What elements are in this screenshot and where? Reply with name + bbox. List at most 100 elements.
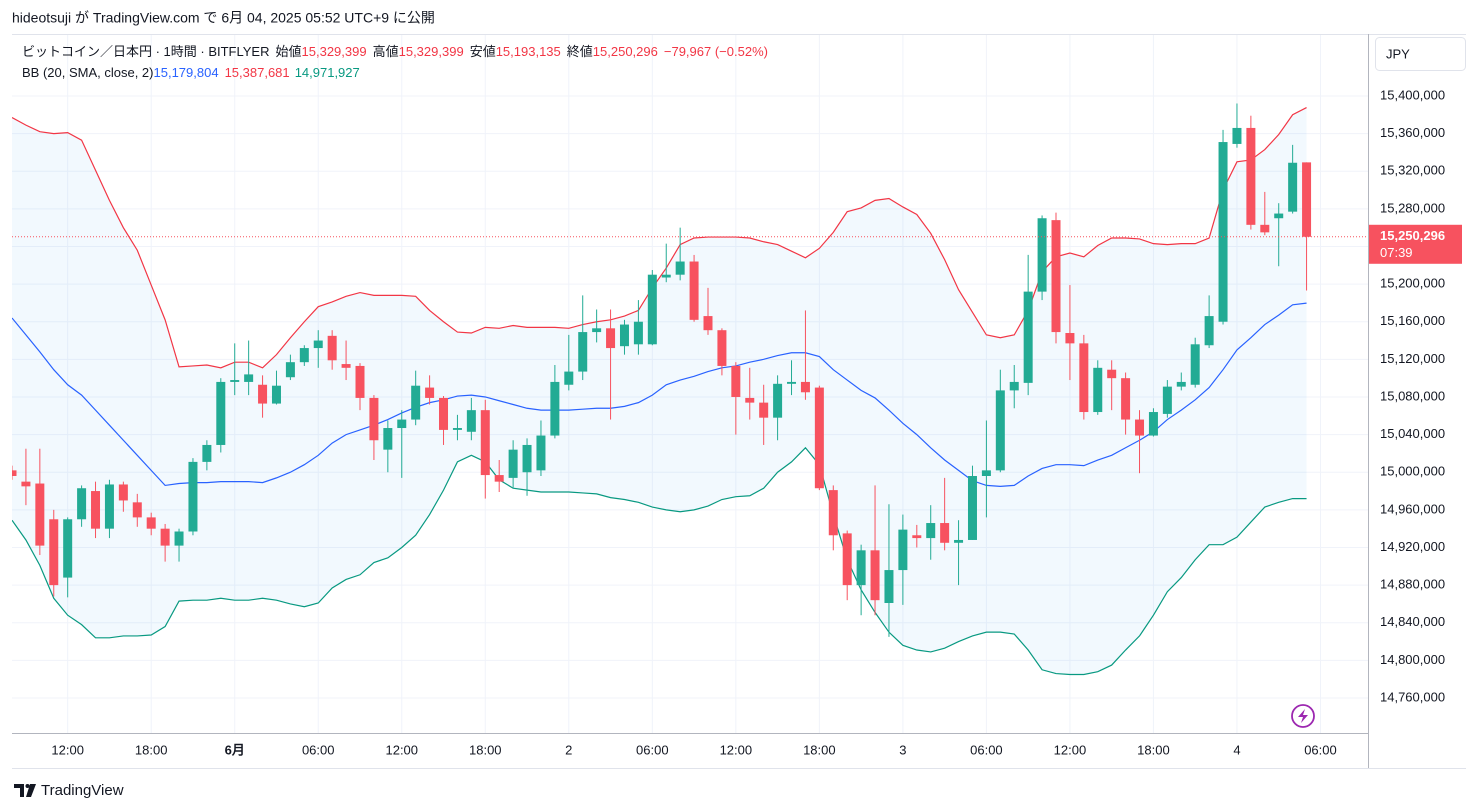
candle-body [578, 332, 588, 372]
currency-button[interactable] [1375, 37, 1466, 71]
legend-item: 15,329,399 [302, 44, 367, 59]
candle-body [244, 374, 254, 382]
legend-item: 15,179,804 [154, 65, 219, 80]
candle-body [216, 381, 226, 445]
candle-body [160, 528, 170, 546]
candle-body [35, 483, 45, 546]
y-tick-label: 15,000,000 [1380, 464, 1445, 479]
candle-body [814, 387, 824, 489]
y-tick-label: 14,960,000 [1380, 501, 1445, 516]
x-tick-label: 18:00 [135, 742, 168, 757]
y-tick-label: 14,920,000 [1380, 539, 1445, 554]
y-tick-label: 15,080,000 [1380, 388, 1445, 403]
y-tick-label: 14,880,000 [1380, 577, 1445, 592]
candle-body [327, 335, 337, 361]
candle-body [633, 321, 643, 345]
y-tick-label: 15,040,000 [1380, 426, 1445, 441]
candle-body [856, 550, 866, 586]
candle-body [1079, 343, 1089, 413]
candle-body [759, 402, 769, 418]
candle-body [202, 444, 212, 462]
candle-body [661, 274, 671, 278]
candle-body [174, 531, 184, 546]
band-basis-line [12, 302, 1307, 487]
candle-body [383, 428, 393, 450]
tradingview-logo: TradingView [14, 782, 124, 799]
candle-body [1121, 378, 1131, 420]
candle-body [77, 488, 87, 520]
candle-body [425, 387, 435, 398]
candle-body [466, 410, 476, 432]
candle-body [1176, 381, 1186, 387]
x-tick-label: 06:00 [970, 742, 1003, 757]
candle-body [104, 484, 114, 529]
x-tick-label: 18:00 [469, 742, 502, 757]
candle-body [926, 523, 936, 539]
lightning-button[interactable] [1291, 704, 1315, 728]
candle-body [411, 385, 421, 420]
candle-body [1009, 381, 1019, 391]
y-tick-label: 15,120,000 [1380, 351, 1445, 366]
candle-body [230, 380, 240, 382]
candle-body [898, 529, 908, 571]
currency-label[interactable]: JPY [1386, 46, 1410, 61]
grid [12, 35, 1368, 733]
y-tick-label: 15,280,000 [1380, 200, 1445, 215]
legend-item: 15,193,135 [496, 44, 561, 59]
candle-body [439, 397, 449, 430]
y-tick-label: 14,800,000 [1380, 652, 1445, 667]
candle-body [146, 517, 156, 529]
candle-body [1302, 162, 1312, 237]
legend-item: 14,971,927 [295, 65, 360, 80]
legend-item: 15,387,681 [225, 65, 290, 80]
plot-area [12, 103, 1368, 676]
y-tick-label: 14,760,000 [1380, 689, 1445, 704]
y-tick-label: 15,160,000 [1380, 313, 1445, 328]
candle-body [954, 539, 964, 543]
x-tick-label: 3 [899, 742, 906, 757]
candle-body [717, 330, 727, 366]
candle-body [118, 484, 128, 501]
legend-item: 15,250,296 [593, 44, 658, 59]
logo-v [26, 784, 36, 797]
x-tick-label: 6月 [225, 742, 245, 757]
legend-item: 安値 [470, 44, 496, 59]
candle-body [49, 519, 59, 586]
y-tick-label: 15,320,000 [1380, 163, 1445, 178]
candle-body [1232, 127, 1242, 144]
candle-body [1190, 344, 1200, 385]
x-tick-label: 12:00 [1054, 742, 1087, 757]
candle-body [188, 461, 198, 532]
last-price-box [1369, 224, 1462, 264]
candle-body [21, 481, 31, 487]
candle-body [1065, 333, 1075, 344]
candle-body [1107, 369, 1117, 379]
candle-body [1051, 220, 1061, 333]
brand-name: TradingView [41, 782, 124, 799]
candle-body [606, 328, 616, 349]
candle-body [1162, 386, 1172, 414]
candle-body [1260, 224, 1270, 233]
candle-body [1093, 367, 1103, 413]
x-tick-label: 06:00 [636, 742, 669, 757]
candle-body [1218, 142, 1228, 322]
candle-body [494, 475, 504, 482]
candle-body [313, 340, 323, 349]
publish-header: hideotsuji が TradingView.com で 6月 04, 20… [12, 10, 435, 26]
band-upper-line [12, 107, 1307, 369]
y-tick-label: 14,840,000 [1380, 614, 1445, 629]
candle-body [773, 383, 783, 418]
candle-body [480, 410, 490, 476]
x-tick-label: 18:00 [803, 742, 836, 757]
legend-item: 15,329,399 [399, 44, 464, 59]
candle-body [870, 550, 880, 601]
band-lower-line [12, 446, 1307, 676]
lightning-icon[interactable] [1298, 709, 1308, 723]
candle-body [397, 419, 407, 429]
candle-body [132, 502, 142, 518]
candle-body [800, 381, 810, 393]
candle-body [592, 328, 602, 333]
candle-body [675, 261, 685, 275]
logo-t [14, 784, 24, 797]
